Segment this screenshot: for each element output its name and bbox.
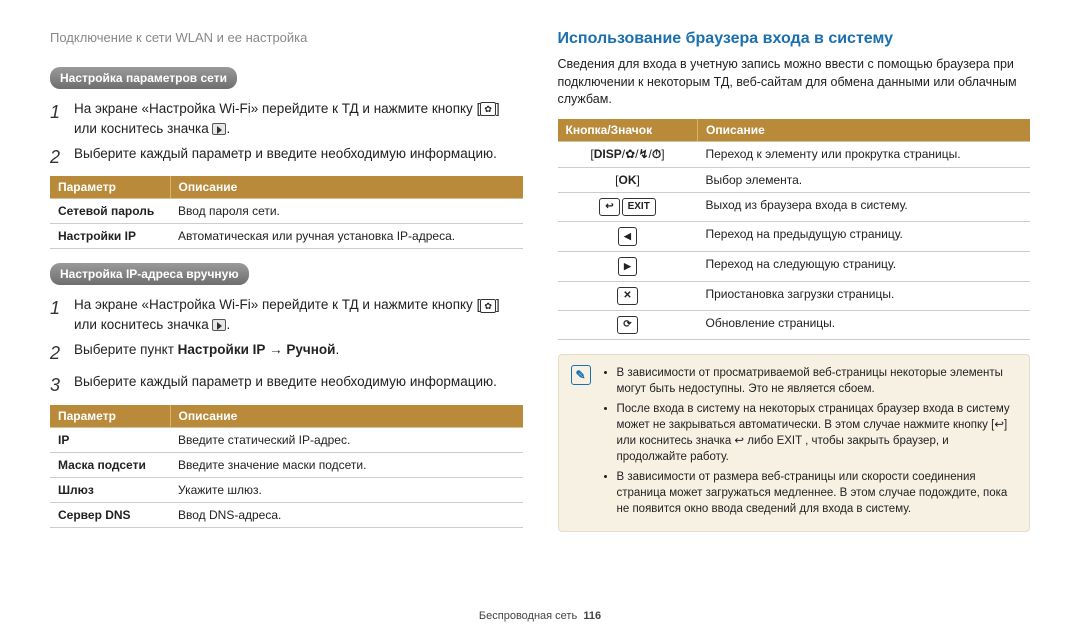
th-param: Параметр	[50, 176, 170, 199]
page-footer: Беспроводная сеть 116	[0, 610, 1080, 622]
note-item: После входа в систему на некоторых стран…	[617, 401, 1018, 465]
params-table: Параметр Описание Сетевой парольВвод пар…	[50, 176, 523, 249]
table-row: Сервер DNS	[50, 502, 170, 527]
ip-params-table: Параметр Описание IPВведите статический …	[50, 405, 523, 528]
back-icon: ↩	[599, 198, 619, 216]
prev-icon	[618, 227, 637, 246]
flower-icon: ✿	[480, 299, 496, 313]
step-1: 1 На экране «Настройка Wi-Fi» перейдите …	[50, 99, 523, 138]
reload-icon: ⟳	[617, 316, 637, 334]
th-param2: Параметр	[50, 405, 170, 428]
note-box: ✎ В зависимости от просматриваемой веб-с…	[558, 354, 1031, 533]
breadcrumb: Подключение к сети WLAN и ее настройка	[50, 30, 523, 45]
browser-login-heading: Использование браузера входа в систему	[558, 30, 1031, 48]
ip-step1-text: На экране «Настройка Wi-Fi» перейдите к …	[74, 297, 473, 312]
step2-text: Выберите каждый параметр и введите необх…	[74, 144, 497, 170]
table-row: Маска подсети	[50, 452, 170, 477]
note-item: В зависимости от размера веб-страницы ил…	[617, 469, 1018, 517]
stop-icon: ✕	[617, 287, 637, 305]
ip-step1b-text: или коснитесь значка	[74, 317, 209, 332]
flower-icon: ✿	[480, 102, 496, 116]
th-desc: Описание	[170, 176, 523, 199]
disp-key: DISP	[594, 147, 622, 161]
table-row: Настройки IP	[50, 224, 170, 249]
step1b-text: или коснитесь значка	[74, 121, 209, 136]
section-label-network: Настройка параметров сети	[50, 67, 237, 89]
ip-step-1: 1 На экране «Настройка Wi-Fi» перейдите …	[50, 295, 523, 334]
th-btn: Кнопка/Значок	[558, 119, 698, 142]
next-icon	[618, 257, 637, 276]
step1-text: На экране «Настройка Wi-Fi» перейдите к …	[74, 101, 473, 116]
section-label-ip: Настройка IP-адреса вручную	[50, 263, 249, 285]
chevron-right-icon	[212, 123, 226, 135]
ok-key: OK	[619, 173, 637, 187]
intro-text: Сведения для входа в учетную запись можн…	[558, 56, 1031, 109]
note-item: В зависимости от просматриваемой веб-стр…	[617, 365, 1018, 397]
ip-step-2: 2 Выберите пункт Настройки IP → Ручной.	[50, 340, 523, 366]
th-desc2: Описание	[170, 405, 523, 428]
step-2: 2 Выберите каждый параметр и введите нео…	[50, 144, 523, 170]
chevron-right-icon	[212, 319, 226, 331]
info-icon: ✎	[571, 365, 591, 385]
table-row: Сетевой пароль	[50, 199, 170, 224]
exit-key: EXIT	[622, 198, 656, 216]
table-row: IP	[50, 427, 170, 452]
th-desc3: Описание	[698, 119, 1031, 142]
controls-table: Кнопка/Значок Описание [DISP/✿/↯/⏱]Перех…	[558, 119, 1031, 340]
table-row: Шлюз	[50, 477, 170, 502]
ip-step3-text: Выберите каждый параметр и введите необх…	[74, 372, 497, 398]
ip-step-3: 3 Выберите каждый параметр и введите нео…	[50, 372, 523, 398]
